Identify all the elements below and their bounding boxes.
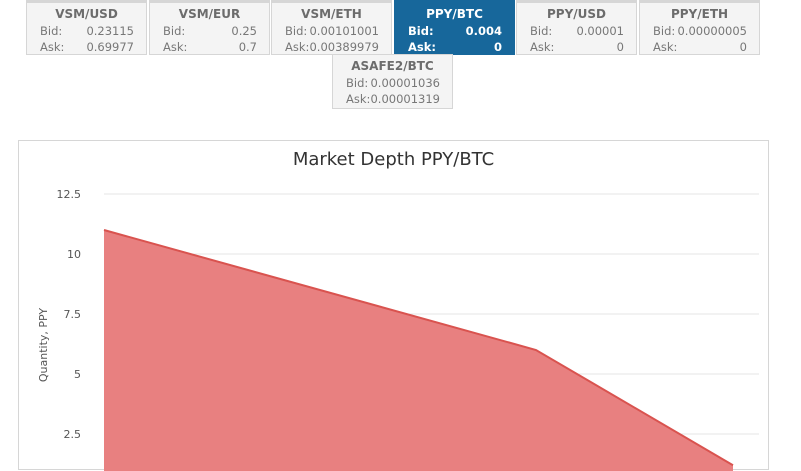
y-tick-label: 5 — [74, 368, 81, 381]
tile-ask-value: 0.7 — [238, 40, 257, 54]
tile-ask-row: Ask: 0.00389979 — [285, 40, 379, 55]
tile-ask-label: Ask: — [408, 40, 436, 54]
market-tile-ppy-btc[interactable]: PPY/BTC Bid: 0.004 Ask: 0 — [394, 0, 515, 55]
tile-ask-row: Ask: 0.69977 — [40, 40, 134, 55]
tile-ask-value: 0 — [739, 40, 747, 54]
tile-ask-label: Ask: — [530, 40, 555, 54]
tile-bid-row: Bid: 0.00001036 — [346, 76, 440, 91]
tile-bid-label: Bid: — [530, 24, 553, 38]
tile-ask-value: 0.00389979 — [309, 40, 379, 54]
tile-ask-label: Ask: — [653, 40, 678, 54]
tile-bid-label: Bid: — [40, 24, 63, 38]
market-depth-chart: Market Depth PPY/BTC 2.5 5 7.5 10 12.5 Quanti… — [18, 140, 769, 471]
tile-bid-value: 0.00000005 — [677, 24, 747, 38]
tile-ask-row: Ask: 0 — [530, 40, 624, 55]
tile-bid-value: 0.00001036 — [370, 76, 440, 90]
tile-bid-row: Bid: 0.00101001 — [285, 24, 379, 39]
tile-ask-value: 0.69977 — [86, 40, 134, 54]
tile-bid-label: Bid: — [653, 24, 676, 38]
tile-ask-value: 0 — [616, 40, 624, 54]
tile-ask-label: Ask: — [346, 92, 371, 106]
y-axis-label: Quantity, PPY — [37, 308, 50, 383]
tile-bid-value: 0.23115 — [86, 24, 134, 38]
tile-bid-value: 0.004 — [465, 24, 502, 38]
market-tile-ppy-usd[interactable]: PPY/USD Bid: 0.00001 Ask: 0 — [516, 0, 637, 55]
tile-pair-label: VSM/ETH — [301, 7, 362, 21]
y-tick-label: 7.5 — [64, 308, 82, 321]
tile-bid-row: Bid: 0.23115 — [40, 24, 134, 39]
tile-pair-label: PPY/BTC — [426, 7, 483, 21]
chart-title: Market Depth PPY/BTC — [292, 149, 495, 170]
market-pair-tiles: VSM/USD Bid: 0.23115 Ask: 0.69977 VSM/EUR Bid:… — [26, 0, 762, 109]
tile-pair-label: PPY/ETH — [670, 7, 729, 21]
tile-pair-label: ASAFE2/BTC — [351, 59, 434, 73]
market-tile-vsm-eth[interactable]: VSM/ETH Bid: 0.00101001 Ask: 0.00389979 — [271, 0, 392, 55]
tile-bid-row: Bid: 0.00001 — [530, 24, 624, 39]
tile-pair-label: VSM/EUR — [178, 7, 241, 21]
depth-chart-svg: 2.5 5 7.5 10 12.5 Quantity, PPY — [37, 188, 759, 471]
tile-ask-value: 0 — [493, 40, 502, 54]
tile-ask-label: Ask: — [40, 40, 65, 54]
y-tick-label: 10 — [67, 248, 81, 261]
market-tile-vsm-usd[interactable]: VSM/USD Bid: 0.23115 Ask: 0.69977 — [26, 0, 147, 55]
tile-bid-label: Bid: — [408, 24, 434, 38]
depth-line — [103, 229, 734, 467]
tile-bid-value: 0.00101001 — [309, 24, 379, 38]
tile-bid-row: Bid: 0.25 — [163, 24, 257, 39]
tile-bid-value: 0.25 — [231, 24, 257, 38]
tile-ask-row: Ask: 0.7 — [163, 40, 257, 55]
tile-ask-label: Ask: — [163, 40, 188, 54]
tile-bid-value: 0.00001 — [576, 24, 624, 38]
tile-ask-row: Ask: 0 — [408, 40, 502, 55]
market-tile-vsm-eur[interactable]: VSM/EUR Bid: 0.25 Ask: 0.7 — [149, 0, 270, 55]
tile-bid-row: Bid: 0.00000005 — [653, 24, 747, 39]
y-tick-label: 12.5 — [57, 188, 82, 201]
depth-area — [104, 230, 733, 471]
tile-bid-label: Bid: — [163, 24, 186, 38]
tile-ask-label: Ask: — [285, 40, 310, 54]
tile-ask-row: Ask: 0 — [653, 40, 747, 55]
market-tile-asafe2-btc[interactable]: ASAFE2/BTC Bid: 0.00001036 Ask: 0.00001319 — [332, 54, 453, 109]
tile-bid-label: Bid: — [346, 76, 369, 90]
tile-pair-label: PPY/USD — [546, 7, 606, 21]
market-tile-ppy-eth[interactable]: PPY/ETH Bid: 0.00000005 Ask: 0 — [639, 0, 760, 55]
tile-bid-label: Bid: — [285, 24, 308, 38]
y-tick-label: 2.5 — [64, 428, 82, 441]
tile-ask-value: 0.00001319 — [370, 92, 440, 106]
tile-pair-label: VSM/USD — [55, 7, 118, 21]
tile-ask-row: Ask: 0.00001319 — [346, 92, 440, 107]
tile-bid-row: Bid: 0.004 — [408, 24, 502, 39]
